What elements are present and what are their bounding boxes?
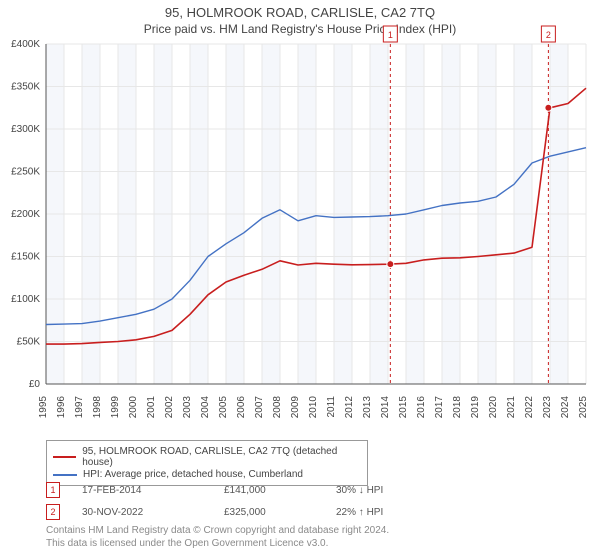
svg-text:2003: 2003: [182, 396, 193, 419]
svg-text:2021: 2021: [506, 396, 517, 419]
svg-text:1998: 1998: [92, 396, 103, 419]
sale-marker: 2: [46, 504, 60, 520]
sales-table: 1 17-FEB-2014 £141,000 30% ↓ HPI 2 30-NOV-202…: [46, 482, 586, 526]
svg-text:£350K: £350K: [11, 82, 40, 93]
svg-text:2000: 2000: [128, 396, 139, 419]
svg-text:2016: 2016: [416, 396, 427, 419]
svg-text:2007: 2007: [254, 396, 265, 419]
svg-text:2013: 2013: [362, 396, 373, 419]
sale-delta: 22% ↑ HPI: [336, 507, 426, 518]
svg-text:£100K: £100K: [11, 294, 40, 305]
svg-text:2001: 2001: [146, 396, 157, 419]
svg-text:2: 2: [546, 30, 551, 40]
sale-price: £141,000: [224, 485, 314, 496]
svg-text:2015: 2015: [398, 396, 409, 419]
svg-text:1996: 1996: [56, 396, 67, 419]
svg-text:2020: 2020: [488, 396, 499, 419]
svg-text:2014: 2014: [380, 396, 391, 419]
svg-text:2004: 2004: [200, 396, 211, 419]
sale-marker: 1: [46, 482, 60, 498]
sale-price: £325,000: [224, 507, 314, 518]
svg-text:2010: 2010: [308, 396, 319, 419]
chart-title: 95, HOLMROOK ROAD, CARLISLE, CA2 7TQ: [0, 0, 600, 22]
chart-svg: £0£50K£100K£150K£200K£250K£300K£350K£400…: [46, 44, 586, 440]
svg-text:2006: 2006: [236, 396, 247, 419]
sale-date: 17-FEB-2014: [82, 485, 202, 496]
svg-text:2009: 2009: [290, 396, 301, 419]
chart-subtitle: Price paid vs. HM Land Registry's House …: [0, 22, 600, 42]
footer-line-2: This data is licensed under the Open Gov…: [46, 537, 586, 550]
footer-line-1: Contains HM Land Registry data © Crown c…: [46, 524, 586, 537]
legend-swatch: [53, 456, 76, 458]
legend-label: HPI: Average price, detached house, Cumb…: [83, 469, 303, 480]
svg-text:2018: 2018: [452, 396, 463, 419]
svg-text:2024: 2024: [560, 396, 571, 419]
svg-text:1999: 1999: [110, 396, 121, 419]
svg-text:2023: 2023: [542, 396, 553, 419]
svg-text:£300K: £300K: [11, 124, 40, 135]
svg-text:1: 1: [388, 30, 393, 40]
svg-text:1995: 1995: [38, 396, 49, 419]
svg-text:£200K: £200K: [11, 209, 40, 220]
footer: Contains HM Land Registry data © Crown c…: [46, 524, 586, 550]
svg-text:2022: 2022: [524, 396, 535, 419]
svg-text:£400K: £400K: [11, 39, 40, 50]
svg-text:2011: 2011: [326, 396, 337, 418]
legend-row: HPI: Average price, detached house, Cumb…: [53, 469, 361, 480]
sale-delta: 30% ↓ HPI: [336, 485, 426, 496]
svg-text:2019: 2019: [470, 396, 481, 419]
plot-area: £0£50K£100K£150K£200K£250K£300K£350K£400…: [46, 44, 586, 384]
svg-text:2017: 2017: [434, 396, 445, 419]
legend-row: 95, HOLMROOK ROAD, CARLISLE, CA2 7TQ (de…: [53, 446, 361, 468]
sale-row: 2 30-NOV-2022 £325,000 22% ↑ HPI: [46, 504, 586, 520]
svg-text:£150K: £150K: [11, 252, 40, 263]
legend-label: 95, HOLMROOK ROAD, CARLISLE, CA2 7TQ (de…: [82, 446, 361, 468]
svg-text:1997: 1997: [74, 396, 85, 419]
svg-text:£0: £0: [29, 379, 41, 390]
svg-text:£50K: £50K: [17, 337, 41, 348]
sale-date: 30-NOV-2022: [82, 507, 202, 518]
svg-text:2012: 2012: [344, 396, 355, 419]
svg-text:2025: 2025: [578, 396, 589, 419]
svg-text:2002: 2002: [164, 396, 175, 419]
svg-text:£250K: £250K: [11, 167, 40, 178]
chart-legend: 95, HOLMROOK ROAD, CARLISLE, CA2 7TQ (de…: [46, 440, 368, 486]
sale-row: 1 17-FEB-2014 £141,000 30% ↓ HPI: [46, 482, 586, 498]
legend-swatch: [53, 474, 77, 476]
svg-text:2005: 2005: [218, 396, 229, 419]
svg-text:2008: 2008: [272, 396, 283, 419]
